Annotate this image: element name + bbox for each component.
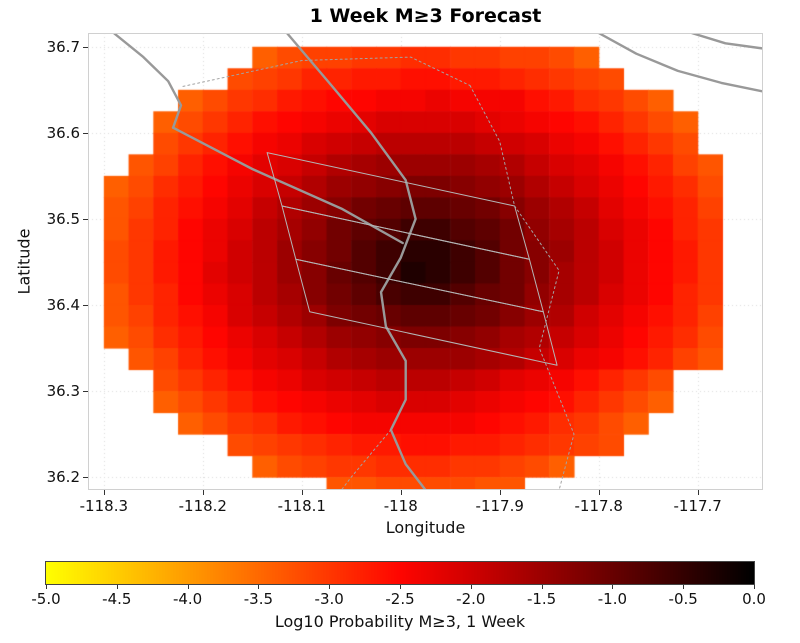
y-tick-label: 36.7	[46, 37, 80, 56]
x-tick-mark	[301, 490, 303, 495]
colorbar-tick-label: -3.0	[314, 590, 344, 608]
x-tick-mark	[400, 490, 402, 495]
y-tick-mark	[83, 477, 88, 479]
colorbar-tick-label: -3.5	[243, 590, 274, 608]
y-tick-label: 36.3	[46, 382, 80, 401]
colorbar-tick-label: -0.5	[668, 590, 698, 608]
x-tick-mark	[598, 490, 600, 495]
x-tick-label: -117.9	[475, 497, 524, 515]
colorbar-tick-mark	[329, 585, 331, 589]
colorbar-label: Log10 Probability M≥3, 1 Week	[274, 612, 526, 631]
x-axis-label: Longitude	[385, 518, 466, 537]
chart-title: 1 Week M≥3 Forecast	[309, 5, 542, 27]
colorbar-tick-mark	[258, 585, 260, 589]
heatmap-canvas	[88, 33, 763, 490]
x-tick-mark	[202, 490, 204, 495]
y-tick-label: 36.5	[46, 209, 80, 228]
y-tick-mark	[83, 132, 88, 134]
x-tick-label: -118.2	[178, 497, 227, 515]
colorbar-tick-mark	[187, 585, 189, 589]
y-tick-label: 36.2	[46, 468, 80, 487]
y-tick-label: 36.4	[46, 295, 80, 314]
x-tick-mark	[499, 490, 501, 495]
x-tick-label: -118.3	[79, 497, 129, 515]
y-tick-mark	[83, 304, 88, 306]
colorbar-tick-label: -1.5	[526, 590, 557, 608]
y-tick-mark	[83, 218, 88, 220]
colorbar-tick-label: -4.0	[172, 590, 203, 608]
x-tick-label: -117.8	[574, 497, 623, 515]
x-tick-mark	[103, 490, 105, 495]
colorbar-tick-label: -2.0	[456, 590, 486, 608]
colorbar-tick-mark	[470, 585, 472, 589]
colorbar-tick-mark	[541, 585, 543, 589]
x-tick-label: -118	[383, 497, 418, 515]
x-tick-mark	[697, 490, 699, 495]
colorbar-tick-mark	[46, 585, 47, 589]
colorbar-tick-label: 0.0	[742, 590, 766, 608]
y-tick-mark	[83, 391, 88, 393]
colorbar-tick-mark	[683, 585, 685, 589]
colorbar-tick-mark	[612, 585, 614, 589]
x-tick-label: -117.7	[673, 497, 722, 515]
y-tick-mark	[83, 46, 88, 48]
colorbar-tick-label: -4.5	[102, 590, 132, 608]
colorbar-tick-label: -5.0	[31, 590, 61, 608]
colorbar-canvas	[45, 561, 755, 585]
colorbar-tick-label: -1.0	[597, 590, 628, 608]
y-tick-label: 36.6	[46, 123, 80, 142]
colorbar-tick-label: -2.5	[385, 590, 415, 608]
colorbar-tick-mark	[400, 585, 401, 589]
colorbar-tick-mark	[116, 585, 118, 589]
x-tick-label: -118.1	[277, 497, 326, 515]
colorbar-tick-mark	[754, 585, 755, 589]
